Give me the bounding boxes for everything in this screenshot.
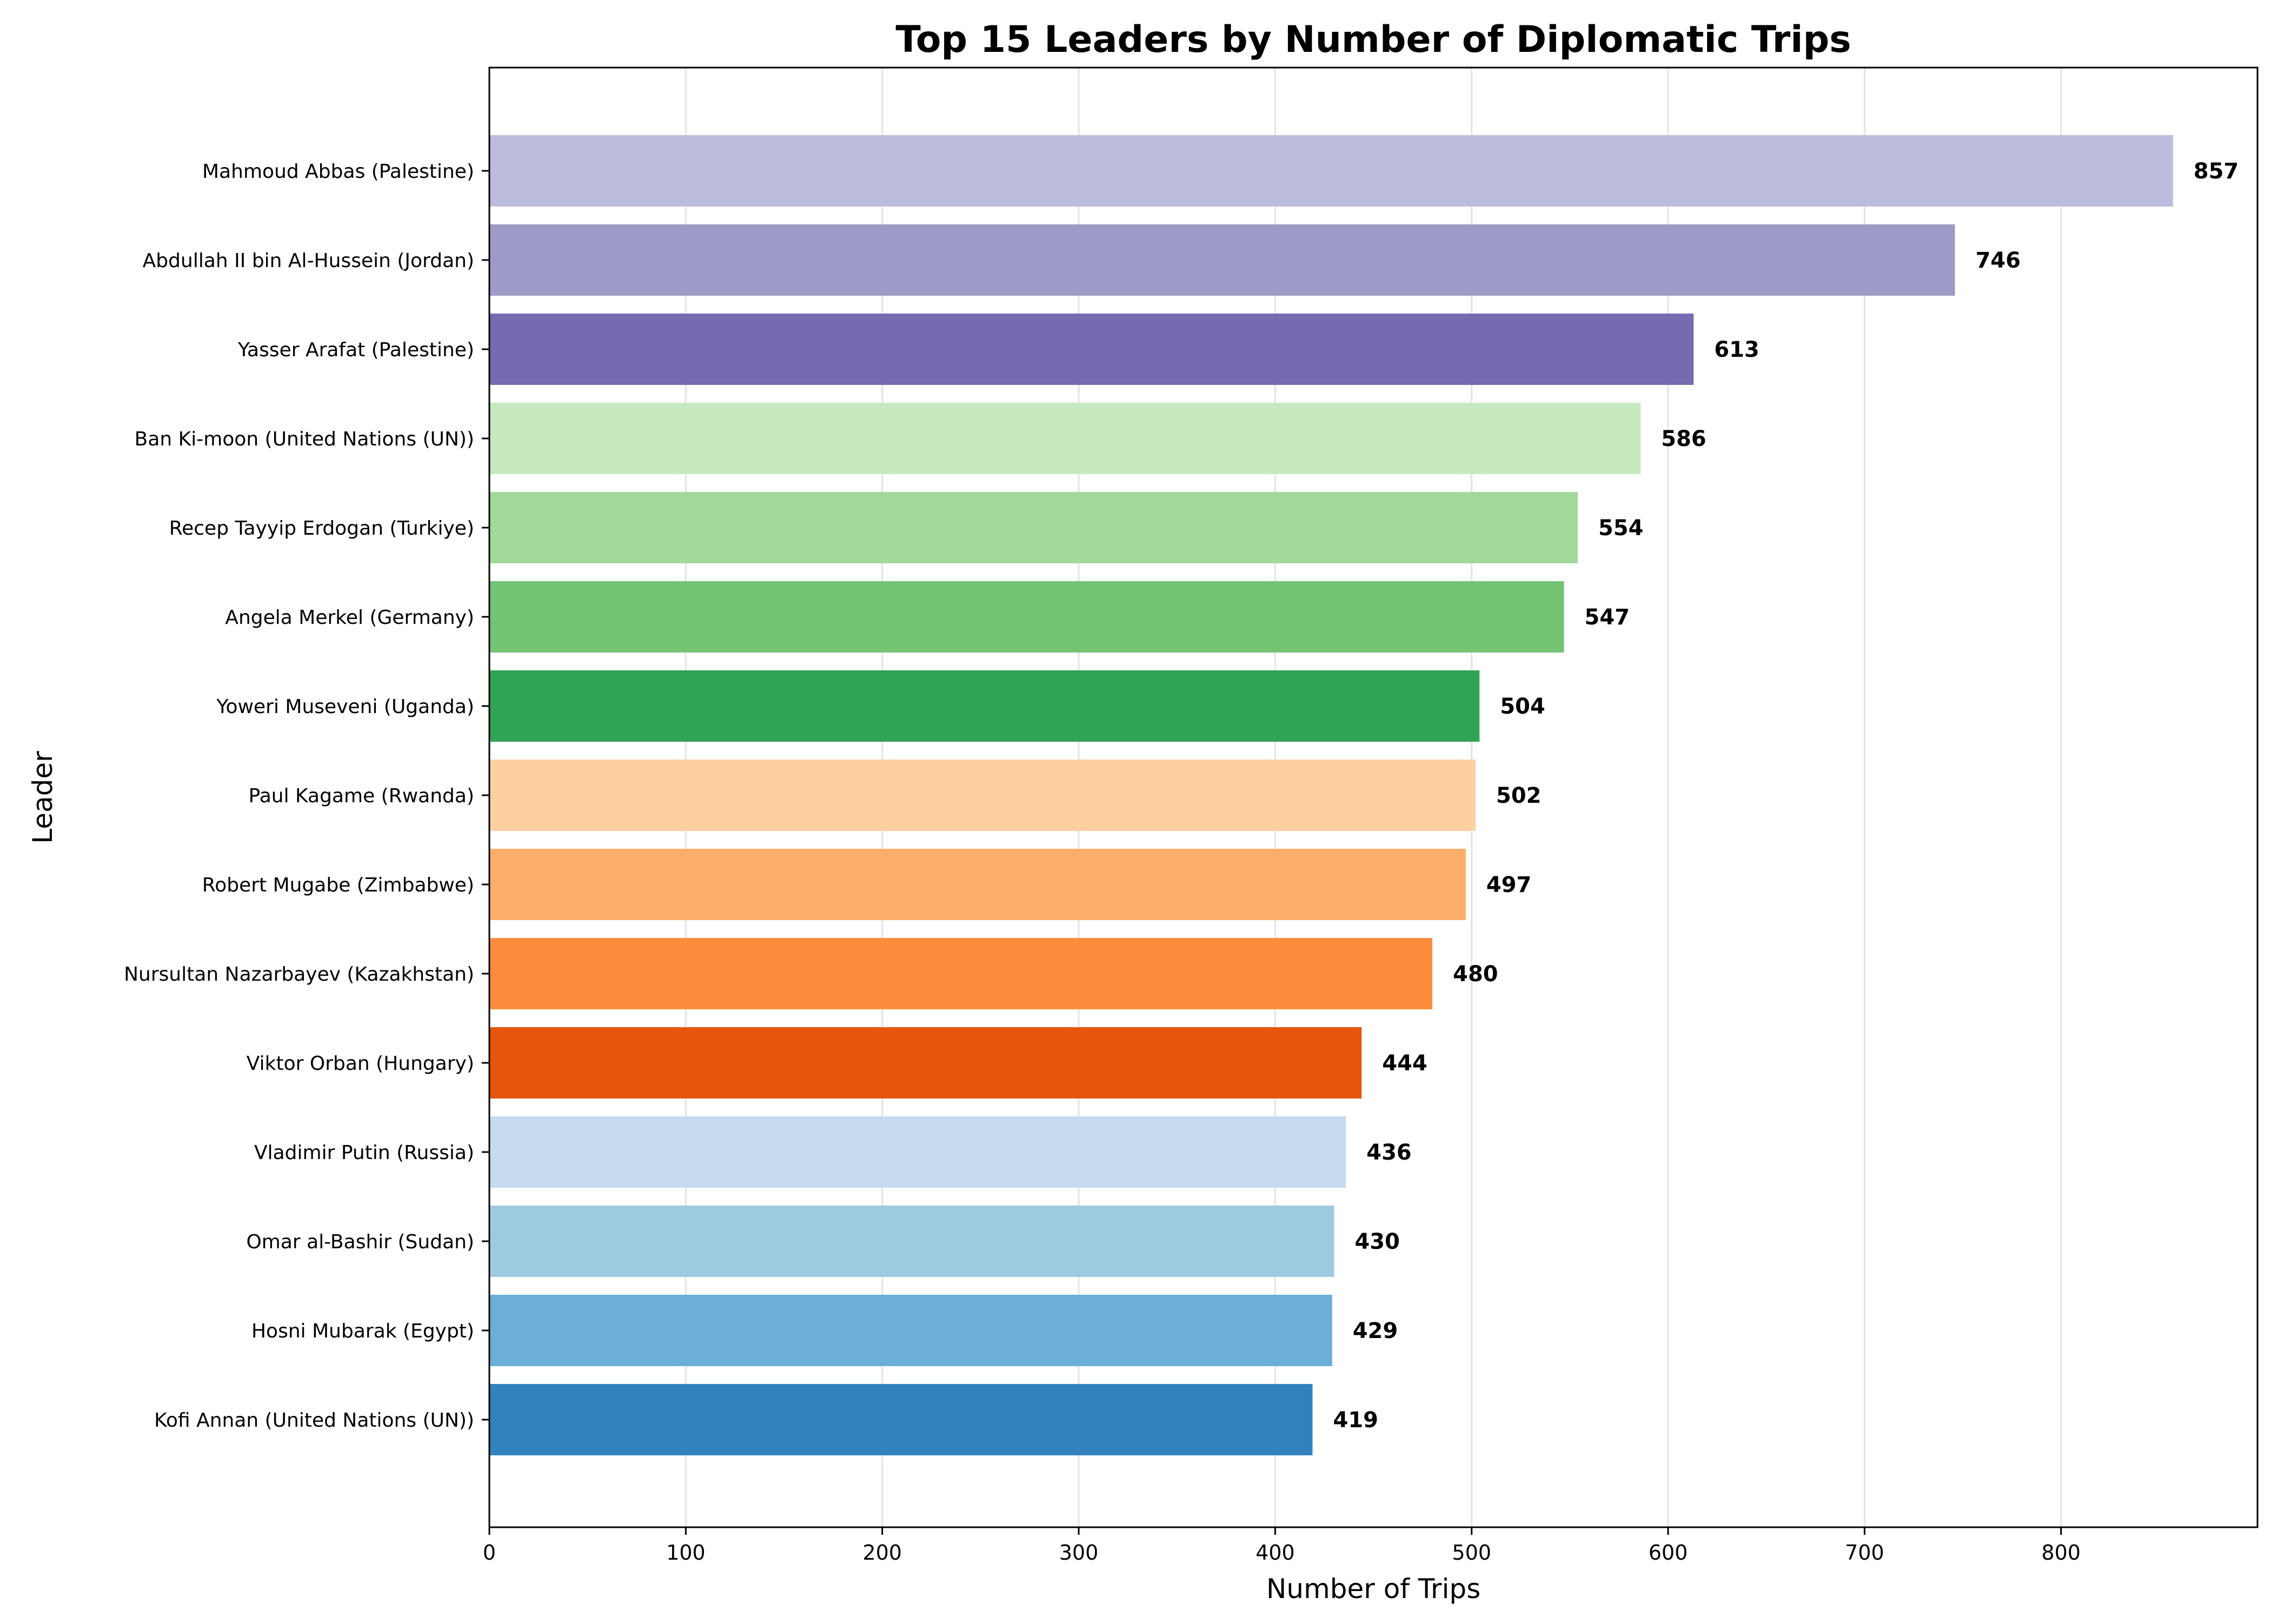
bar-value-label: 502 bbox=[1496, 783, 1542, 808]
y-tick-label: Yasser Arafat (Palestine) bbox=[237, 339, 474, 361]
bars bbox=[489, 135, 2173, 1455]
bar-value-label: 430 bbox=[1354, 1229, 1400, 1254]
bar-value-label: 436 bbox=[1366, 1140, 1412, 1165]
bar bbox=[489, 581, 1564, 653]
x-axis-ticks: 0 100 200 300 400 500 600 700 800 bbox=[483, 1527, 2081, 1565]
bar-value-label: 419 bbox=[1333, 1408, 1378, 1433]
y-tick-label: Recep Tayyip Erdogan (Turkiye) bbox=[169, 517, 474, 540]
x-tick-label: 200 bbox=[862, 1541, 902, 1565]
bar bbox=[489, 224, 1955, 296]
bar-value-label: 444 bbox=[1382, 1051, 1427, 1076]
data-labels: 857 746 613 586 554 547 504 502 497 480 444 436 430 4… bbox=[1333, 159, 2239, 1433]
y-tick-label: Hosni Mubarak (Egypt) bbox=[251, 1320, 474, 1342]
bar bbox=[489, 670, 1480, 742]
bar bbox=[489, 1027, 1362, 1099]
bar-value-label: 429 bbox=[1353, 1319, 1398, 1343]
bar-value-label: 857 bbox=[2194, 159, 2239, 184]
y-tick-label: Yoweri Museveni (Uganda) bbox=[216, 696, 474, 718]
bar bbox=[489, 1206, 1334, 1277]
bar-value-label: 547 bbox=[1584, 605, 1630, 630]
x-tick-label: 600 bbox=[1649, 1541, 1688, 1565]
bar bbox=[489, 849, 1466, 920]
y-tick-label: Kofi Annan (United Nations (UN)) bbox=[154, 1409, 474, 1432]
x-tick-label: 800 bbox=[2041, 1541, 2081, 1565]
bar-value-label: 497 bbox=[1486, 873, 1532, 897]
bar bbox=[489, 938, 1432, 1009]
x-tick-label: 400 bbox=[1256, 1541, 1295, 1565]
y-tick-label: Nursultan Nazarbayev (Kazakhstan) bbox=[124, 963, 474, 986]
bar-value-label: 554 bbox=[1598, 516, 1644, 541]
bar bbox=[489, 403, 1641, 474]
x-tick-label: 0 bbox=[483, 1541, 496, 1565]
bar bbox=[489, 1116, 1346, 1188]
bar bbox=[489, 492, 1578, 563]
bar-value-label: 586 bbox=[1661, 427, 1706, 451]
y-axis-ticks: Mahmoud Abbas (Palestine) Abdullah II bin… bbox=[124, 161, 489, 1432]
plot-area-frame bbox=[488, 66, 2259, 1528]
x-tick-label: 100 bbox=[666, 1541, 706, 1565]
chart-title: Top 15 Leaders by Number of Diplomatic T… bbox=[895, 18, 1851, 61]
y-tick-label: Mahmoud Abbas (Palestine) bbox=[202, 161, 474, 183]
bar bbox=[489, 135, 2173, 207]
y-tick-label: Paul Kagame (Rwanda) bbox=[249, 785, 474, 807]
bar bbox=[489, 760, 1476, 831]
y-tick-label: Vladimir Putin (Russia) bbox=[254, 1142, 474, 1164]
y-tick-label: Omar al-Bashir (Sudan) bbox=[246, 1231, 474, 1253]
x-tick-label: 700 bbox=[1845, 1541, 1884, 1565]
x-axis-title: Number of Trips bbox=[1266, 1573, 1480, 1605]
bar bbox=[489, 314, 1694, 385]
y-axis-title: Leader bbox=[27, 751, 58, 844]
y-tick-label: Angela Merkel (Germany) bbox=[225, 607, 474, 629]
bar-value-label: 746 bbox=[1975, 248, 2021, 273]
y-tick-label: Viktor Orban (Hungary) bbox=[247, 1053, 474, 1075]
x-tick-label: 300 bbox=[1059, 1541, 1099, 1565]
y-tick-label: Ban Ki-moon (United Nations (UN)) bbox=[135, 428, 474, 450]
bar-value-label: 480 bbox=[1453, 962, 1498, 987]
y-tick-label: Robert Mugabe (Zimbabwe) bbox=[202, 874, 474, 896]
x-tick-label: 500 bbox=[1452, 1541, 1491, 1565]
bar bbox=[489, 1295, 1332, 1366]
bar-value-label: 613 bbox=[1714, 337, 1759, 362]
bar-value-label: 504 bbox=[1500, 694, 1545, 719]
y-tick-label: Abdullah II bin Al-Hussein (Jordan) bbox=[143, 250, 474, 272]
bar bbox=[489, 1384, 1313, 1455]
